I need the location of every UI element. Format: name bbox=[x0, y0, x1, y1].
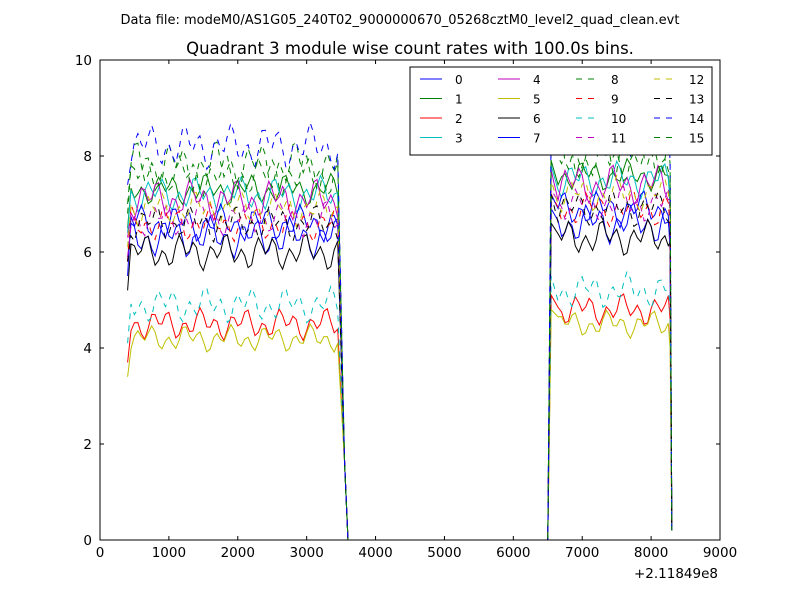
legend-label: 1 bbox=[455, 93, 463, 107]
series-line-8 bbox=[127, 123, 673, 540]
series-layer bbox=[127, 107, 673, 540]
y-tick-label: 0 bbox=[83, 533, 92, 549]
series-line-13 bbox=[127, 190, 673, 540]
series-line-15 bbox=[127, 138, 673, 540]
legend-label: 2 bbox=[455, 112, 463, 126]
suptitle: Data file: modeM0/AS1G05_240T02_90000006… bbox=[121, 13, 680, 28]
x-tick-label: 4000 bbox=[358, 545, 392, 561]
series-line-12 bbox=[127, 174, 673, 540]
legend-label: 3 bbox=[455, 132, 463, 146]
series-line-3 bbox=[127, 159, 673, 540]
legend-label: 14 bbox=[689, 112, 704, 126]
x-tick-label: 0 bbox=[96, 545, 105, 561]
ticks-layer: 0 1000 2000 3000 4000 5000 6000 7000 8000 9000 0 2 4… bbox=[75, 53, 737, 561]
y-tick-label: 4 bbox=[83, 341, 92, 357]
x-tick-label: 2000 bbox=[221, 545, 255, 561]
x-tick-label: 5000 bbox=[427, 545, 461, 561]
legend-label: 8 bbox=[611, 73, 619, 87]
y-tick-label: 2 bbox=[83, 437, 92, 453]
legend-label: 13 bbox=[689, 93, 704, 107]
series-line-9 bbox=[127, 190, 673, 540]
series-line-10 bbox=[127, 269, 673, 540]
x-tick-label: 7000 bbox=[565, 545, 599, 561]
legend-label: 6 bbox=[533, 112, 541, 126]
chart-title: Quadrant 3 module wise count rates with … bbox=[186, 39, 634, 58]
series-line-6 bbox=[127, 218, 673, 540]
plot-frame bbox=[99, 59, 721, 541]
legend-label: 10 bbox=[611, 112, 626, 126]
x-tick-label: 1000 bbox=[152, 545, 186, 561]
legend-label: 7 bbox=[533, 132, 541, 146]
x-tick-label: 8000 bbox=[634, 545, 668, 561]
series-line-5 bbox=[127, 308, 673, 540]
legend-label: 12 bbox=[689, 73, 704, 87]
legend-label: 4 bbox=[533, 73, 541, 87]
x-tick-label: 6000 bbox=[496, 545, 530, 561]
legend-frame bbox=[409, 66, 713, 156]
x-tick-label: 3000 bbox=[289, 545, 323, 561]
x-tick-label: 9000 bbox=[703, 545, 737, 561]
series-line-2 bbox=[127, 293, 673, 540]
x-offset-label: +2.11849e8 bbox=[634, 566, 718, 582]
y-tick-label: 10 bbox=[75, 53, 92, 69]
legend-label: 9 bbox=[611, 93, 619, 107]
y-tick-label: 6 bbox=[83, 245, 92, 261]
series-line-4 bbox=[127, 164, 673, 540]
legend-label: 11 bbox=[611, 132, 626, 146]
legend-label: 0 bbox=[455, 73, 463, 87]
legend-label: 5 bbox=[533, 93, 541, 107]
legend-label: 15 bbox=[689, 132, 704, 146]
y-tick-label: 8 bbox=[83, 149, 92, 165]
